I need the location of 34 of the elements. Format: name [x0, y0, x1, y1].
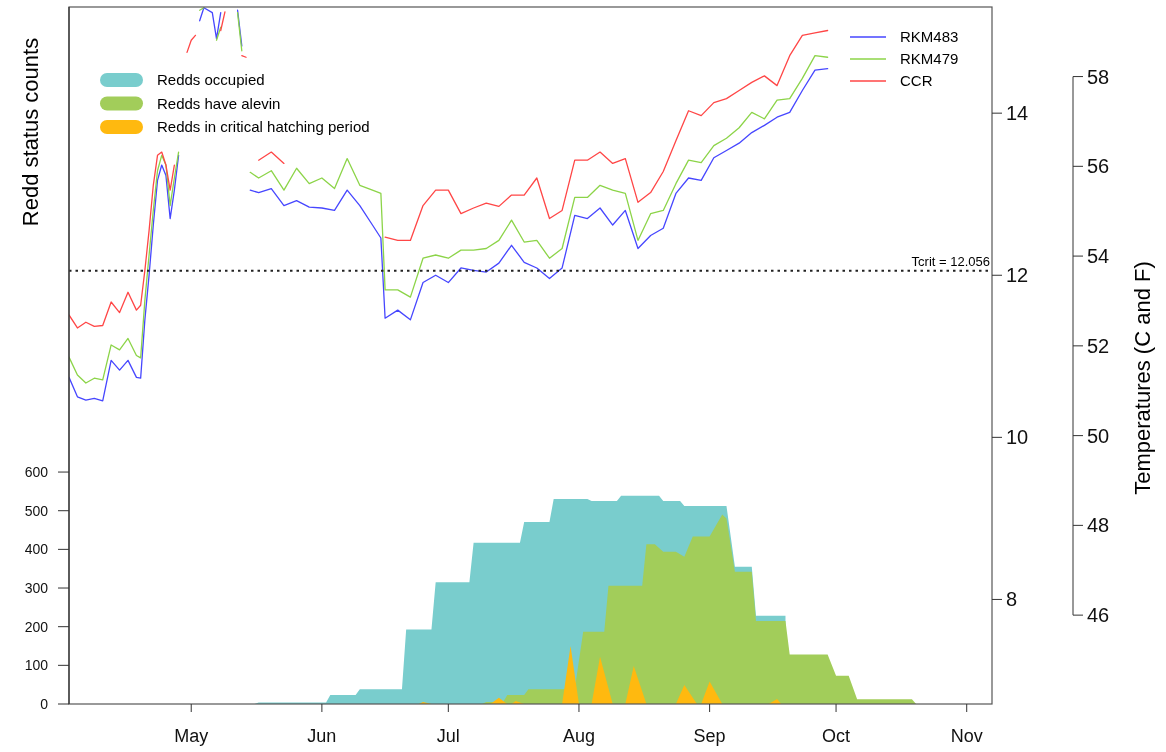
- y3-tick-label: 58: [1087, 65, 1110, 88]
- y3-tick-label: 52: [1087, 334, 1110, 357]
- legend-label: RKM483: [900, 28, 959, 45]
- y2-tick-label: 14: [1006, 102, 1029, 125]
- x-tick-label: Jun: [307, 726, 337, 746]
- y-axis-title: Redd status counts: [18, 37, 43, 227]
- y3-tick-label: 48: [1087, 514, 1110, 537]
- y-tick-label: 400: [24, 541, 49, 558]
- x-tick-label: Oct: [822, 726, 851, 746]
- legend-label: RKM479: [900, 50, 959, 67]
- y3-tick-label: 50: [1087, 424, 1110, 447]
- x-tick-label: Nov: [950, 726, 983, 746]
- x-tick-label: Aug: [562, 726, 595, 746]
- y2-tick-label: 10: [1006, 426, 1029, 449]
- y-tick-label: 0: [40, 696, 49, 712]
- y3-tick-label: 54: [1087, 245, 1110, 268]
- x-tick-label: May: [174, 726, 209, 746]
- y-tick-label: 300: [24, 580, 49, 597]
- legend-label: Redds occupied: [157, 71, 265, 88]
- y-tick-label: 100: [24, 657, 49, 674]
- y-tick-label: 600: [24, 464, 49, 481]
- legend-label: Redds in critical hatching period: [157, 118, 370, 135]
- y2-tick-label: 12: [1006, 264, 1029, 287]
- y2-tick-label: 8: [1006, 588, 1018, 611]
- x-tick-label: Sep: [693, 726, 726, 746]
- x-tick-label: Jul: [436, 726, 460, 746]
- y2-axis-title: Temperatures (C and F): [1130, 261, 1155, 495]
- legend-label: CCR: [900, 72, 933, 89]
- ref-line-label: Tcrit = 12.056: [911, 253, 990, 269]
- y3-tick-label: 46: [1087, 604, 1110, 627]
- y-tick-label: 500: [24, 502, 49, 519]
- y-tick-label: 200: [24, 618, 49, 635]
- y3-tick-label: 56: [1087, 155, 1110, 178]
- legend-label: Redds have alevin: [157, 94, 281, 112]
